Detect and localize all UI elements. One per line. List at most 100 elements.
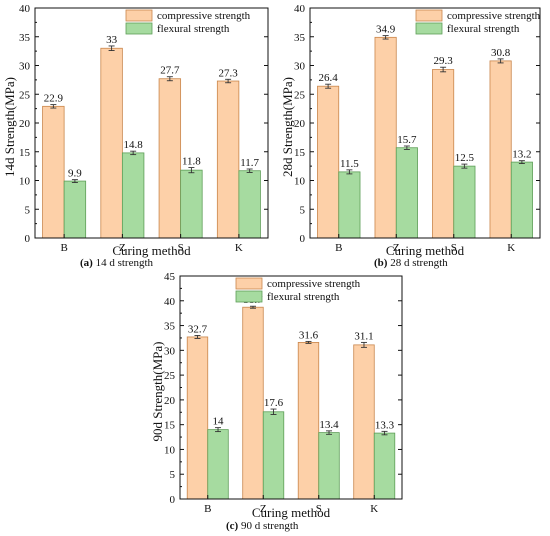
legend-label-compressive: compressive strength [447, 10, 541, 22]
bar-compressive [242, 306, 264, 500]
x-tick-label: Z [260, 503, 267, 515]
y-tick-label: 0 [25, 233, 31, 245]
bar-flexural [395, 147, 418, 239]
y-tick-label: 10 [294, 176, 306, 188]
data-label: 14 [213, 416, 225, 428]
bar-flexural [121, 152, 145, 239]
y-tick-label: 30 [19, 61, 31, 73]
y-tick-label: 20 [19, 118, 31, 130]
x-axis-label: Curing method [386, 243, 465, 258]
y-tick-label: 25 [19, 89, 31, 101]
x-tick-label: B [335, 242, 342, 254]
y-tick-label: 35 [294, 32, 306, 44]
x-axis-label: Curing method [252, 505, 331, 520]
legend-label-compressive: compressive strength [267, 278, 361, 290]
bar-chart-90d: 05101520253035404532.714B38.717.6Z31.613… [150, 271, 403, 520]
y-tick-label: 15 [164, 420, 176, 432]
bar-flexural [453, 165, 476, 239]
bar-flexural [180, 169, 203, 239]
caption-c: (c) 90 d strength [226, 520, 299, 532]
y-tick-label: 25 [294, 89, 306, 101]
data-label: 27.3 [218, 67, 238, 79]
chart-panel-c: 05101520253035404532.714B38.717.6Z31.613… [110, 270, 430, 520]
x-tick-label: S [178, 242, 184, 254]
y-tick-label: 15 [19, 147, 31, 159]
plot-frame [34, 7, 269, 239]
bar-compressive [42, 105, 65, 239]
bar-compressive [374, 36, 397, 239]
x-tick-label: K [370, 503, 378, 515]
legend-swatch-flexural [415, 22, 443, 35]
y-tick-label: 5 [170, 469, 176, 481]
data-label: 14.8 [124, 139, 144, 151]
data-label: 12.5 [455, 152, 475, 164]
bar-chart-28d: 0 5 10 15 20 25 30 35 40 26.4 11.5 B 34.9 15.7 Z 29.3 12… [280, 3, 541, 258]
legend-swatch-compressive [235, 277, 263, 290]
y-tick-label: 30 [294, 61, 306, 73]
plot-frame [179, 275, 403, 500]
data-label: 22.9 [44, 93, 64, 105]
caption-a: (a) 14 d strength [80, 257, 154, 269]
x-tick-label: B [60, 242, 67, 254]
data-label: 31.6 [299, 329, 319, 341]
legend-label-compressive: compressive strength [157, 10, 251, 22]
y-tick-label: 10 [164, 444, 176, 456]
y-axis-label: 14d Strength(MPa) [2, 77, 17, 177]
y-tick-label: 45 [164, 271, 176, 283]
bar-flexural [373, 432, 396, 500]
y-tick-label: 30 [164, 345, 176, 357]
bar-compressive [297, 342, 320, 500]
legend-swatch-flexural [125, 22, 153, 35]
bar-flexural [318, 432, 340, 500]
y-tick-label: 5 [25, 204, 31, 216]
bar-compressive [100, 47, 123, 239]
x-tick-label: K [507, 242, 515, 254]
data-label: 11.5 [340, 158, 359, 170]
x-tick-label: Z [119, 242, 126, 254]
bar-chart-14d: 0 5 10 15 20 25 30 35 40 22.9 9.9 B 33 14.8 Z 27.7 11.8 S… [2, 3, 269, 258]
bar-flexural [63, 180, 87, 239]
y-tick-label: 40 [19, 3, 31, 15]
y-tick-label: 15 [294, 147, 306, 159]
bar-flexural [238, 170, 261, 239]
y-tick-label: 25 [164, 370, 176, 382]
y-tick-label: 40 [164, 296, 176, 308]
y-tick-label: 35 [164, 321, 176, 333]
y-tick-label: 0 [170, 494, 176, 506]
chart-panel-b: 0 5 10 15 20 25 30 35 40 26.4 11.5 B 34.9 15.7 Z 29.3 12… [278, 0, 550, 262]
y-tick-label: 35 [19, 32, 31, 44]
bar-flexural [262, 411, 285, 500]
bar-compressive [489, 60, 512, 239]
x-tick-label: B [204, 503, 211, 515]
bar-compressive [353, 344, 375, 500]
bar-compressive [216, 80, 240, 239]
bar-compressive [186, 336, 209, 500]
data-label: 32.7 [188, 323, 208, 335]
bar-flexural [207, 429, 229, 500]
bar-flexural [338, 171, 361, 239]
y-tick-label: 10 [19, 176, 31, 188]
legend-swatch-compressive [125, 9, 153, 22]
legend-label-flexural: flexural strength [267, 291, 340, 303]
y-axis-label: 28d Strength(MPa) [280, 77, 295, 177]
data-label: 31.1 [354, 330, 373, 342]
data-label: 13.3 [375, 419, 395, 431]
data-label: 9.9 [68, 168, 82, 180]
y-axis-label: 90d Strength(MPa) [150, 341, 165, 441]
data-label: 11.8 [182, 156, 201, 168]
x-tick-label: K [235, 242, 243, 254]
legend-swatch-flexural [235, 290, 263, 303]
data-label: 17.6 [264, 397, 284, 409]
chart-panel-a: 0 5 10 15 20 25 30 35 40 22.9 9.9 B 33 14.8 Z 27.7 11.8 S… [0, 0, 275, 262]
legend-label-flexural: flexural strength [447, 23, 520, 35]
data-label: 15.7 [397, 134, 417, 146]
x-tick-label: S [451, 242, 457, 254]
data-label: 26.4 [318, 72, 338, 84]
x-tick-label: Z [393, 242, 400, 254]
bar-flexural [510, 161, 533, 239]
data-label: 13.2 [512, 149, 531, 161]
data-label: 34.9 [376, 24, 396, 36]
bar-compressive [432, 69, 455, 239]
legend-label-flexural: flexural strength [157, 23, 230, 35]
y-tick-label: 40 [294, 3, 306, 15]
